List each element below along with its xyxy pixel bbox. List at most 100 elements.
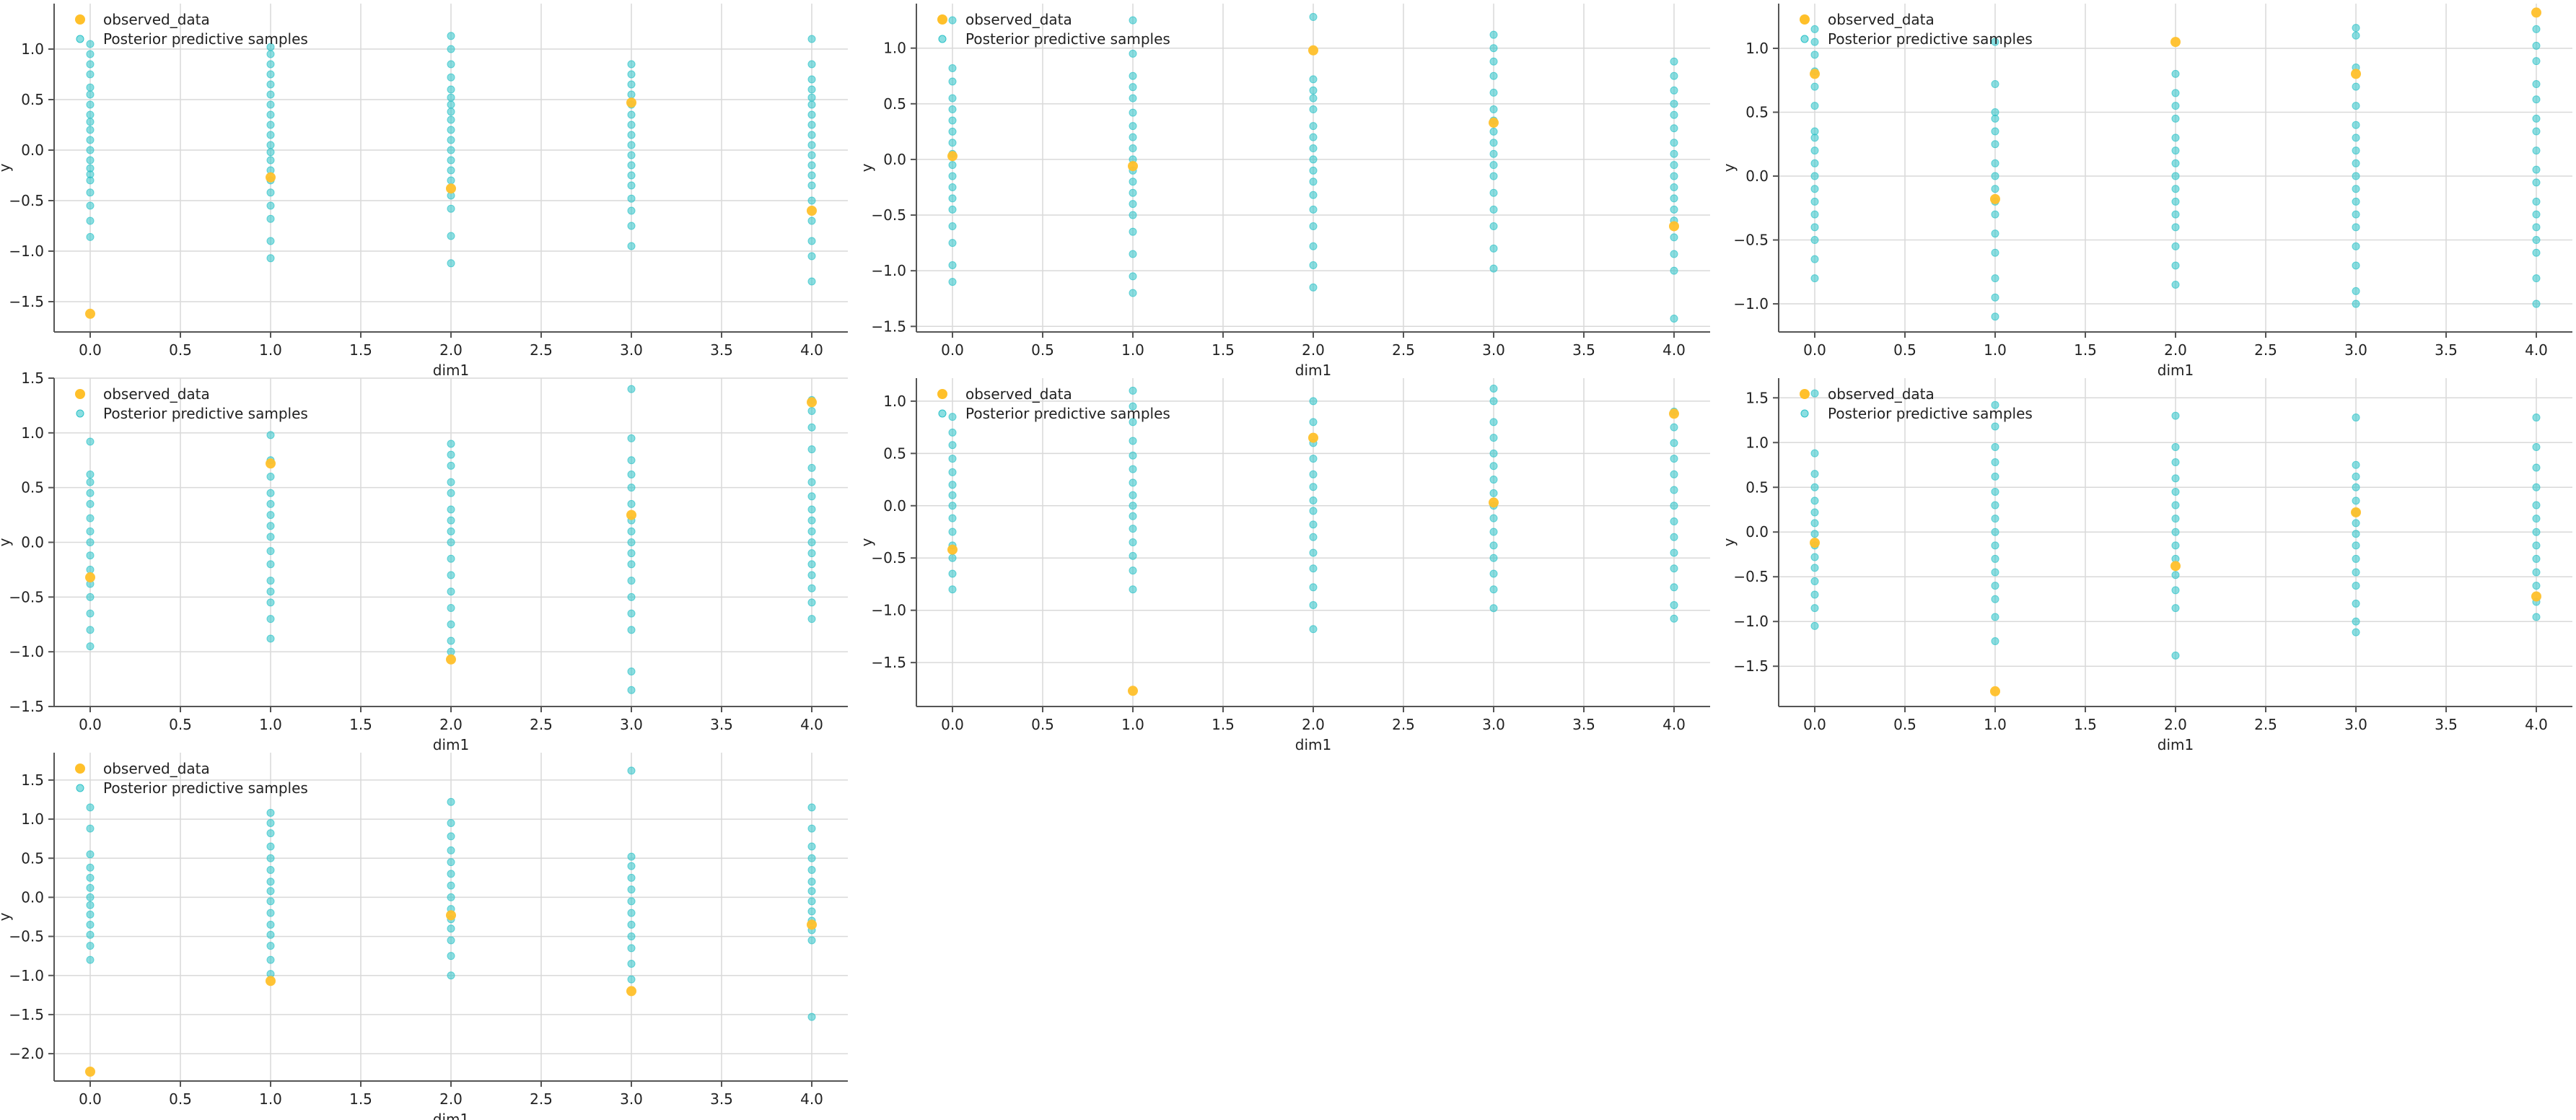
posterior-sample-point [1991, 515, 1999, 523]
posterior-sample-point [447, 461, 455, 470]
y-axis-label: y [0, 163, 13, 172]
posterior-sample-point [2352, 582, 2360, 590]
posterior-sample-point [1489, 489, 1498, 497]
posterior-sample-point [1991, 140, 1999, 149]
posterior-sample-point [1670, 533, 1678, 541]
posterior-sample-point [86, 955, 95, 964]
posterior-sample-point [2352, 31, 2360, 40]
posterior-sample-point [266, 598, 275, 607]
posterior-sample-point [948, 16, 957, 25]
posterior-sample-point [266, 188, 275, 197]
posterior-sample-point [86, 146, 95, 154]
posterior-sample-point [1670, 486, 1678, 494]
x-tick-label: 0.5 [1031, 341, 1054, 359]
posterior-sample-point [2532, 210, 2541, 219]
y-tick-label: 1.0 [21, 424, 44, 442]
posterior-sample-point [807, 181, 816, 190]
legend-marker-samples [938, 409, 947, 418]
posterior-sample-point [1309, 205, 1318, 214]
posterior-sample-point [86, 920, 95, 929]
posterior-sample-point [86, 164, 95, 172]
subplot-1: 0.0 0.5 1.0 1.5 2.0 2.5 3.0 3.5 4.0 −1.5 −1.0 −0.5 0… [0, 4, 848, 379]
legend-marker-samples [1800, 35, 1809, 43]
posterior-sample-point [1810, 470, 1819, 478]
x-tick-label: 0.5 [1893, 341, 1916, 359]
posterior-sample-point [1670, 583, 1678, 592]
y-tick-label: 0.5 [883, 445, 906, 462]
posterior-sample-point [948, 64, 957, 72]
x-axis-label: dim1 [2157, 736, 2194, 753]
x-tick-label: 2.5 [2254, 341, 2277, 359]
posterior-sample-point [1991, 159, 1999, 167]
posterior-sample-point [627, 975, 636, 984]
posterior-sample-point [1129, 551, 1137, 560]
posterior-sample-point [1810, 236, 1819, 245]
posterior-sample-point [447, 636, 455, 645]
posterior-sample-point [1489, 264, 1498, 273]
posterior-sample-point [447, 93, 455, 102]
x-tick-label: 3.5 [2435, 716, 2458, 733]
posterior-sample-point [447, 259, 455, 268]
x-tick-label: 1.5 [349, 341, 372, 359]
posterior-sample-point [2532, 541, 2541, 550]
posterior-sample-point [1670, 149, 1678, 158]
y-tick-label: 0.0 [1745, 167, 1769, 185]
posterior-sample-point [627, 960, 636, 968]
x-tick-label: 3.0 [1482, 716, 1505, 733]
posterior-sample-point [1489, 105, 1498, 114]
y-tick-label: −0.5 [9, 588, 44, 605]
posterior-sample-point [266, 533, 275, 541]
posterior-sample-point [948, 172, 957, 180]
x-tick-label: 2.0 [1302, 716, 1325, 733]
posterior-sample-point [86, 110, 95, 119]
subplot-5: 0.0 0.5 1.0 1.5 2.0 2.5 3.0 3.5 4.0 −1.5 −1.0 −0.5 0… [858, 378, 1710, 753]
posterior-sample-point [1670, 564, 1678, 573]
posterior-sample-point [627, 90, 636, 99]
posterior-sample-point [86, 565, 95, 574]
posterior-sample-point [627, 242, 636, 250]
y-tick-label: 1.0 [883, 40, 906, 57]
posterior-sample-point [447, 516, 455, 525]
posterior-sample-point [86, 609, 95, 618]
posterior-sample-point [266, 808, 275, 817]
x-tick-label: 1.5 [1212, 341, 1235, 359]
posterior-sample-point [1810, 621, 1819, 630]
posterior-sample-point [627, 549, 636, 558]
posterior-sample-point [447, 797, 455, 806]
posterior-sample-point [1309, 533, 1318, 541]
posterior-sample-point [86, 901, 95, 909]
posterior-sample-point [1810, 508, 1819, 517]
x-tick-label: 2.5 [530, 716, 553, 733]
posterior-sample-point [2171, 159, 2180, 167]
y-tick-label: −0.5 [1733, 232, 1769, 249]
y-axis-label: y [0, 912, 13, 921]
posterior-sample-point [948, 77, 957, 86]
x-tick-label: 3.0 [2344, 716, 2367, 733]
posterior-sample-point [627, 194, 636, 203]
posterior-sample-point [627, 131, 636, 139]
posterior-sample-point [1129, 178, 1137, 186]
y-tick-label: 1.0 [21, 40, 44, 58]
posterior-sample-point [2352, 472, 2360, 481]
observed-data-point [1489, 497, 1499, 508]
posterior-sample-point [948, 455, 957, 463]
posterior-sample-point [2171, 134, 2180, 142]
posterior-sample-point [807, 60, 816, 69]
posterior-sample-point [86, 470, 95, 478]
posterior-sample-point [807, 141, 816, 149]
posterior-sample-point [1810, 577, 1819, 585]
y-tick-label: 0.5 [883, 95, 906, 113]
posterior-sample-point [1489, 397, 1498, 406]
posterior-sample-point [1991, 554, 1999, 563]
posterior-sample-point [948, 116, 957, 125]
posterior-sample-point [1810, 223, 1819, 232]
posterior-sample-point [266, 431, 275, 439]
posterior-sample-point [86, 478, 95, 486]
posterior-sample-point [266, 887, 275, 896]
posterior-sample-point [1489, 139, 1498, 147]
y-tick-label: 0.0 [883, 151, 906, 168]
posterior-sample-point [1489, 418, 1498, 426]
x-tick-label: 3.5 [710, 1090, 733, 1108]
posterior-sample-point [266, 615, 275, 624]
posterior-sample-point [627, 862, 636, 870]
